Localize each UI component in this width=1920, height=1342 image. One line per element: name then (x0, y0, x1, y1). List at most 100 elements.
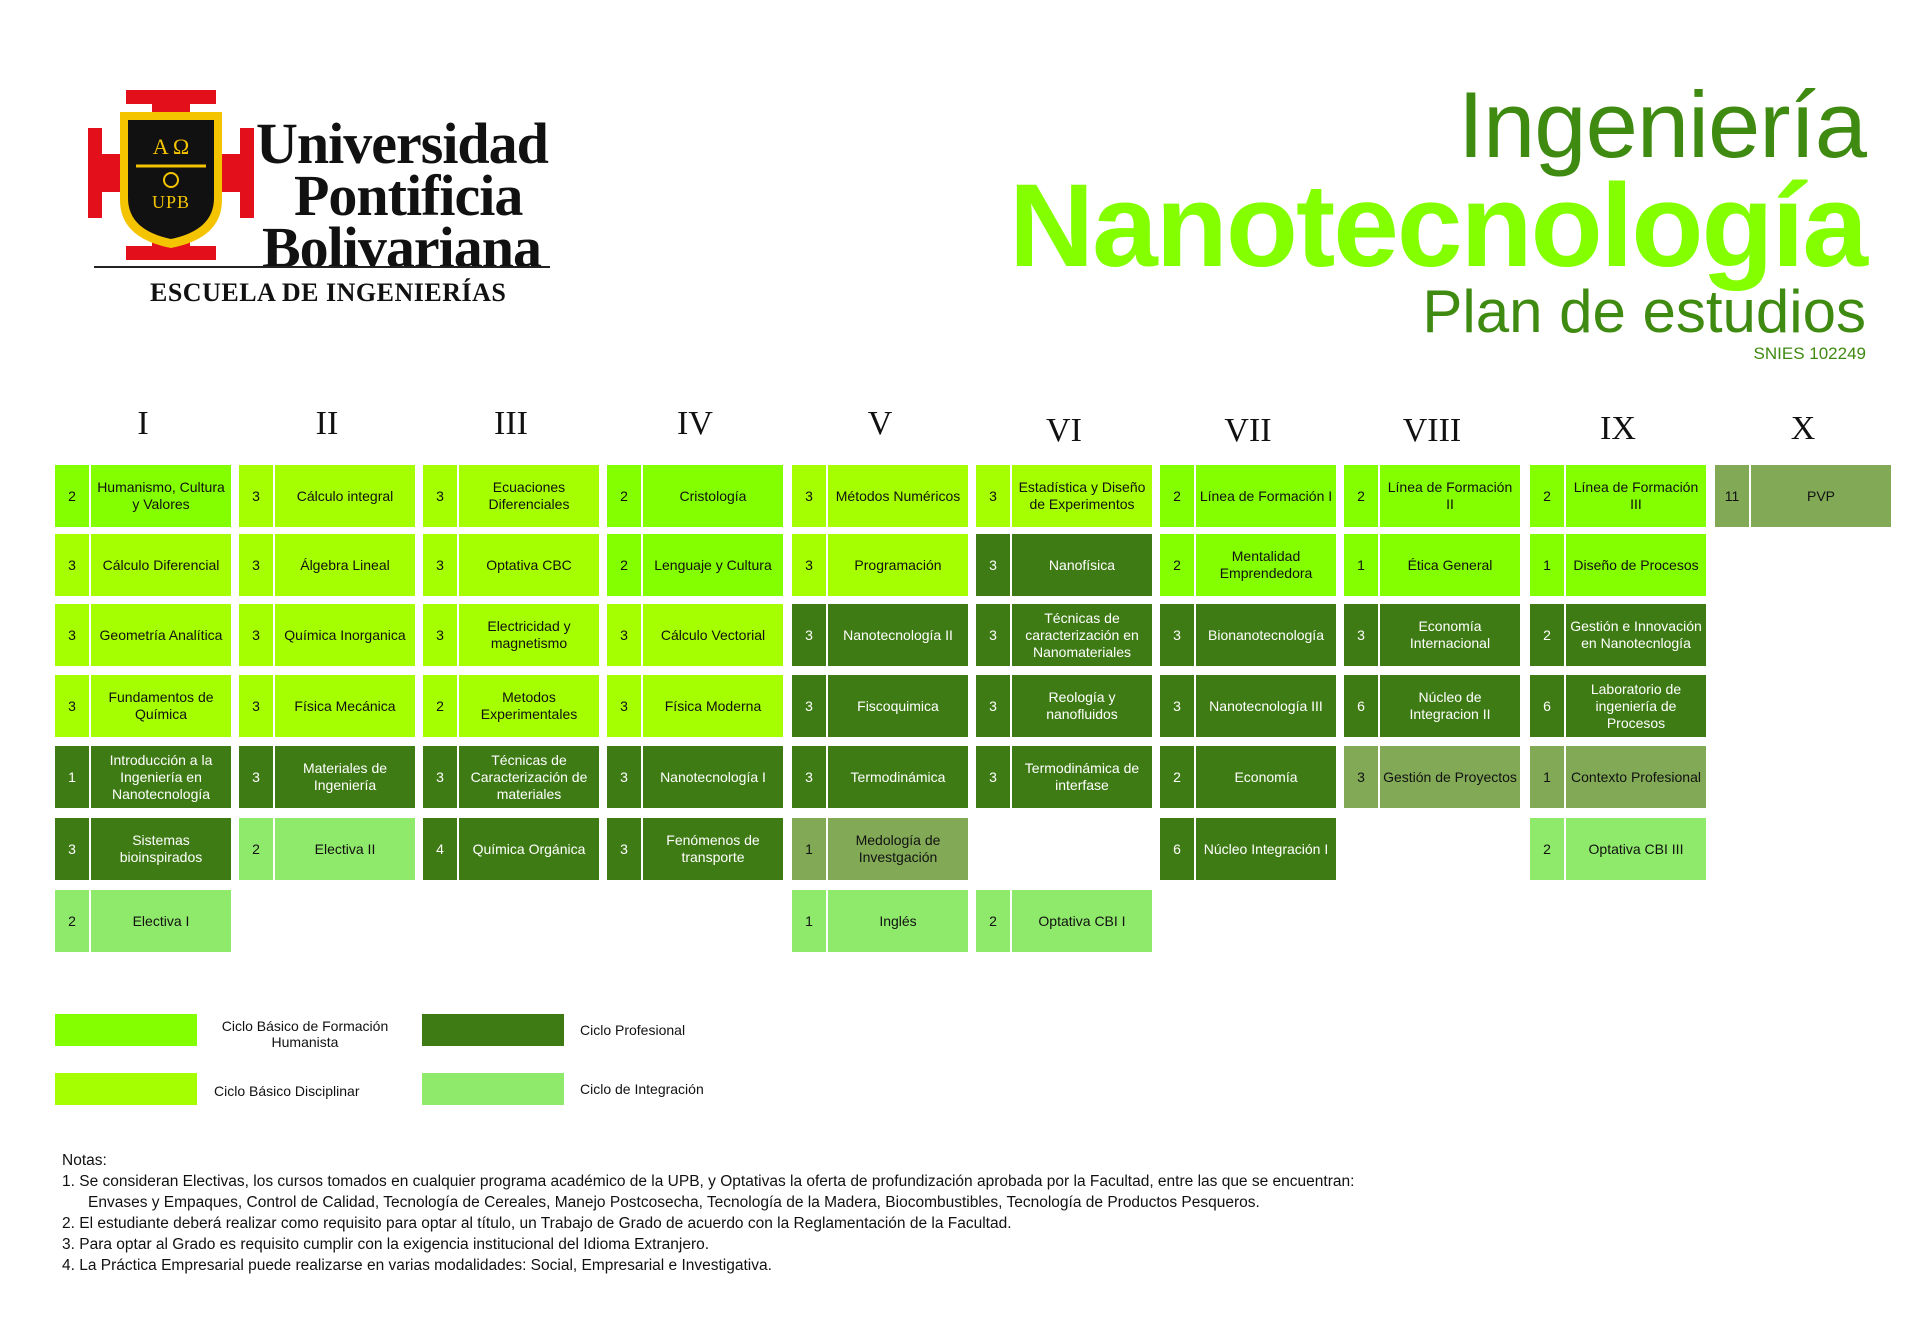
course-name: Reología y nanofluidos (1046, 689, 1118, 722)
course-name: Ecuaciones Diferenciales (488, 479, 570, 512)
course-name: Gestión e Innovación en Nanotecnlogía (1570, 618, 1702, 651)
course-credits: 6 (1344, 675, 1380, 737)
course-credits: 3 (55, 604, 91, 666)
snies-code: SNIES 102249 (1753, 344, 1866, 363)
course-cell: 3 Cálculo Diferencial (55, 534, 231, 596)
semester-heading: III (494, 405, 528, 442)
semester-heading: I (137, 405, 149, 442)
course-name: Economía Internacional (1409, 618, 1491, 651)
course-name: Electiva II (314, 840, 376, 857)
course-credits: 3 (423, 465, 459, 527)
course-credits: 3 (423, 604, 459, 666)
course-credits: 2 (607, 465, 643, 527)
course-cell: 3 Nanotecnología III (1160, 675, 1336, 737)
course-name: Lenguaje y Cultura (654, 556, 772, 573)
course-cell: 3 Optativa CBC (423, 534, 599, 596)
university-logo: A Ω UPB Universidad Pontificia Bolivaria… (86, 88, 556, 318)
course-name: Línea de Formación I (1199, 487, 1333, 504)
course-name: Cálculo Vectorial (660, 626, 766, 643)
note-1-continued: Envases y Empaques, Control de Calidad, … (88, 1194, 1260, 1211)
course-name: Optativa CBI III (1588, 840, 1684, 857)
course-credits: 3 (792, 604, 828, 666)
course-credits: 2 (1530, 818, 1566, 880)
course-cell: 3 Álgebra Lineal (239, 534, 415, 596)
course-cell: 1 Introducción a la Ingeniería en Nanotec… (55, 746, 231, 808)
course-credits: 2 (1160, 534, 1196, 596)
course-credits: 2 (1530, 604, 1566, 666)
legend-label-integracion: Ciclo de Integración (580, 1081, 704, 1097)
course-credits: 3 (607, 818, 643, 880)
course-name: Álgebra Lineal (300, 556, 390, 573)
course-credits: 3 (792, 746, 828, 808)
semester-heading: IV (677, 405, 713, 442)
course-name: Nanofísica (1048, 556, 1116, 573)
course-name: Programación (854, 556, 942, 573)
university-name-line2: Pontificia (294, 163, 523, 228)
legend-label-humanista: Ciclo Básico de Formación Humanista (221, 1018, 389, 1050)
course-name: Optativa CBI I (1038, 912, 1126, 929)
course-name: Química Orgánica (472, 840, 586, 857)
course-credits: 3 (239, 465, 275, 527)
course-name: Bionanotecnología (1208, 626, 1324, 643)
notes-heading: Notas: (62, 1152, 107, 1169)
course-cell: 3 Fundamentos de Química (55, 675, 231, 737)
course-name: Humanismo, Cultura y Valores (97, 479, 225, 512)
semester-heading: II (315, 405, 339, 442)
legend-swatch-humanista (55, 1014, 197, 1046)
course-credits: 1 (792, 818, 828, 880)
semester-heading: V (867, 405, 893, 442)
course-name: Nanotecnología I (660, 768, 766, 785)
title-program-name: Nanotecnología (1008, 160, 1868, 292)
semester-heading: VIII (1402, 412, 1462, 449)
course-cell: 2 Línea de Formación I (1160, 465, 1336, 527)
course-credits: 3 (423, 746, 459, 808)
course-cell: 6 Núcleo de Integracion II (1344, 675, 1520, 737)
course-name: Laboratorio de ingeniería de Procesos (1590, 680, 1682, 731)
course-name: Medología de Investgación (855, 832, 941, 865)
course-cell: 3 Materiales de Ingeniería (239, 746, 415, 808)
course-name: Métodos Numéricos (835, 487, 961, 504)
course-cell: 3 Nanofísica (976, 534, 1152, 596)
course-name: Metodos Experimentales (480, 689, 578, 722)
course-credits: 3 (55, 818, 91, 880)
course-cell: 3 Termodinámica (792, 746, 968, 808)
course-name: Núcleo de Integracion II (1409, 689, 1491, 722)
course-credits: 4 (423, 818, 459, 880)
course-cell: 2 Humanismo, Cultura y Valores (55, 465, 231, 527)
course-name: Electiva I (132, 912, 190, 929)
course-cell: 3 Bionanotecnología (1160, 604, 1336, 666)
course-name: Geometría Analítica (99, 626, 223, 643)
note-4: 4. La Práctica Empresarial puede realiza… (62, 1257, 772, 1274)
course-credits: 3 (55, 534, 91, 596)
course-credits: 2 (607, 534, 643, 596)
course-credits: 2 (976, 890, 1012, 952)
course-cell: 2 Optativa CBI III (1530, 818, 1706, 880)
course-cell: 3 Fiscoquimica (792, 675, 968, 737)
course-credits: 3 (239, 675, 275, 737)
course-cell: 2 Línea de Formación II (1344, 465, 1520, 527)
course-name: Sistemas bioinspirados (119, 832, 203, 865)
course-name: Economía (1234, 768, 1298, 785)
course-name: Técnicas de Caracterización de materiale… (470, 751, 588, 802)
semester-heading: VI (1046, 412, 1082, 449)
course-cell: 3 Geometría Analítica (55, 604, 231, 666)
legend-swatch-disciplinar (55, 1073, 197, 1105)
course-cell: 4 Química Orgánica (423, 818, 599, 880)
course-name: Fundamentos de Química (108, 689, 214, 722)
course-credits: 3 (239, 534, 275, 596)
course-cell: 3 Sistemas bioinspirados (55, 818, 231, 880)
course-name: Mentalidad Emprendedora (1219, 548, 1313, 581)
course-cell: 3 Nanotecnología II (792, 604, 968, 666)
course-name: Termodinámica (850, 768, 946, 785)
legend-swatch-integracion (422, 1073, 564, 1105)
course-credits: 1 (55, 746, 91, 808)
course-cell: 6 Laboratorio de ingeniería de Procesos (1530, 675, 1706, 737)
course-cell: 2 Metodos Experimentales (423, 675, 599, 737)
course-cell: 3 Estadística y Diseño de Experimentos (976, 465, 1152, 527)
course-credits: 3 (976, 746, 1012, 808)
cross-shield-icon (88, 90, 254, 260)
course-name: Diseño de Procesos (1573, 556, 1699, 573)
course-name: Fenómenos de transporte (666, 832, 760, 865)
course-cell: 2 Electiva I (55, 890, 231, 952)
course-credits: 2 (1160, 465, 1196, 527)
